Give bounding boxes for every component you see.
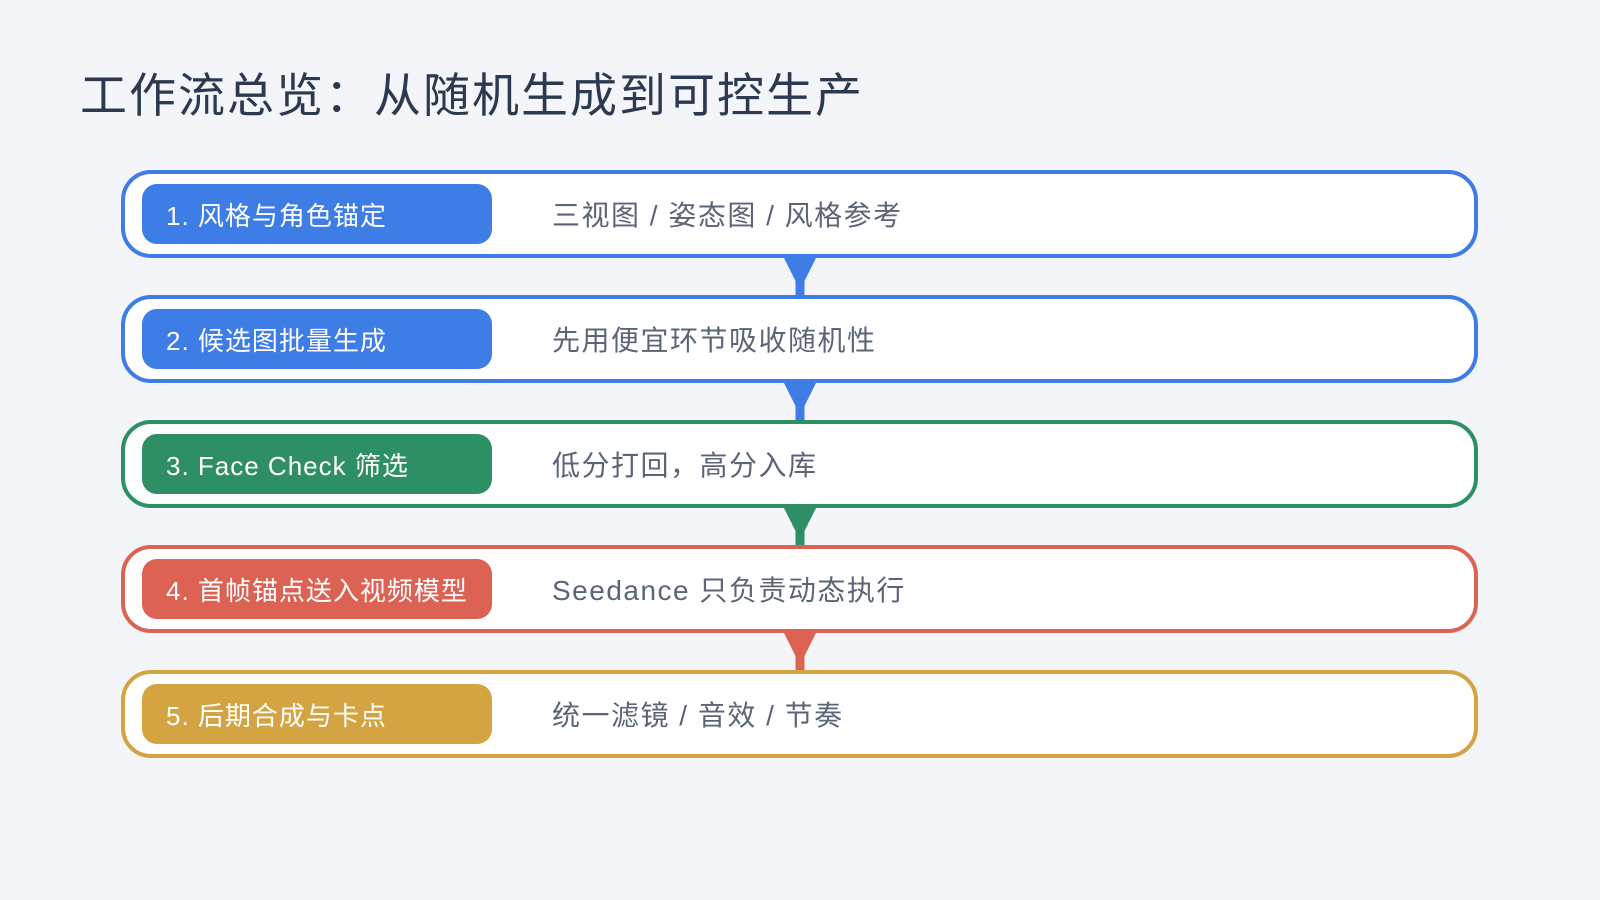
step-pill-label: 4. 首帧锚点送入视频模型 [166, 575, 468, 606]
arrow-down-icon [783, 633, 816, 670]
arrow-down-icon [783, 258, 816, 295]
flow-arrow [121, 258, 1478, 295]
step-pill: 1. 风格与角色锚定 [142, 184, 492, 244]
step-pill: 5. 后期合成与卡点 [142, 684, 492, 744]
flow-arrow [121, 633, 1478, 670]
step-description: 低分打回，高分入库 [552, 450, 818, 481]
step-pill: 2. 候选图批量生成 [142, 309, 492, 369]
flow-arrow [121, 383, 1478, 420]
step-description: 先用便宜环节吸收随机性 [552, 325, 877, 356]
step-description: 统一滤镜 / 音效 / 节奏 [552, 700, 844, 731]
step-description: Seedance 只负责动态执行 [552, 575, 906, 606]
step-row: 1. 风格与角色锚定 三视图 / 姿态图 / 风格参考 [121, 170, 1478, 258]
step-pill-label: 1. 风格与角色锚定 [166, 200, 387, 231]
step-pill: 3. Face Check 筛选 [142, 434, 492, 494]
step-pill-label: 5. 后期合成与卡点 [166, 700, 387, 731]
step-row: 4. 首帧锚点送入视频模型 Seedance 只负责动态执行 [121, 545, 1478, 633]
flow-arrow [121, 508, 1478, 545]
step-row: 5. 后期合成与卡点 统一滤镜 / 音效 / 节奏 [121, 670, 1478, 758]
page-title: 工作流总览：从随机生成到可控生产 [80, 69, 864, 122]
step-description: 三视图 / 姿态图 / 风格参考 [552, 200, 903, 231]
workflow-diagram: 1. 风格与角色锚定 三视图 / 姿态图 / 风格参考 2. 候选图批量生成 先… [121, 170, 1478, 758]
step-row: 3. Face Check 筛选 低分打回，高分入库 [121, 420, 1478, 508]
step-pill-label: 2. 候选图批量生成 [166, 325, 387, 356]
arrow-down-icon [783, 508, 816, 545]
step-pill-label: 3. Face Check 筛选 [166, 450, 409, 481]
step-row: 2. 候选图批量生成 先用便宜环节吸收随机性 [121, 295, 1478, 383]
arrow-down-icon [783, 383, 816, 420]
step-pill: 4. 首帧锚点送入视频模型 [142, 559, 492, 619]
